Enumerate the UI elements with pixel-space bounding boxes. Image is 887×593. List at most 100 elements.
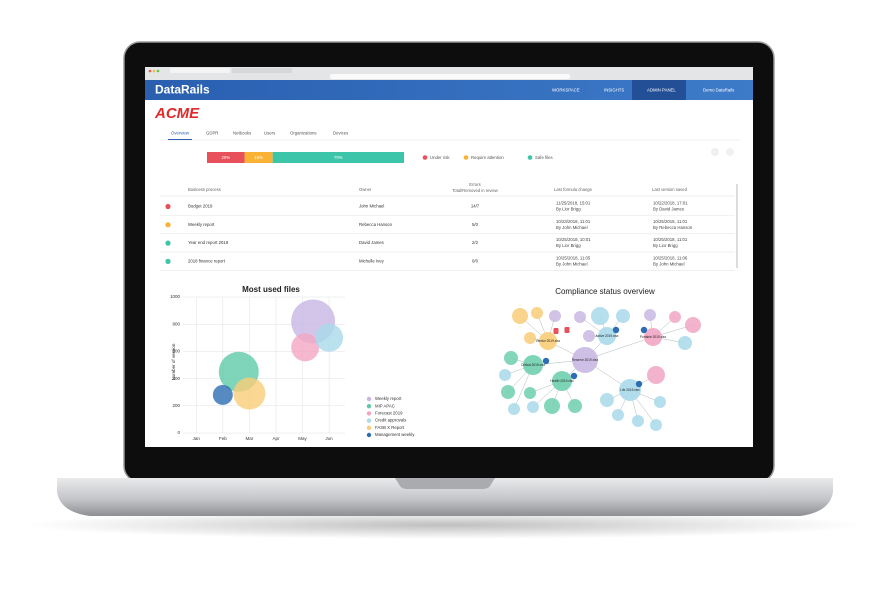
- hub-node[interactable]: [523, 355, 543, 375]
- formula-by: By John Michael: [556, 262, 588, 267]
- version-by: By David James: [653, 207, 684, 212]
- file-node[interactable]: [549, 310, 561, 322]
- file-node[interactable]: [527, 401, 539, 413]
- file-node[interactable]: [583, 330, 595, 342]
- owner: John Michael: [359, 204, 384, 209]
- shadow: [25, 511, 865, 539]
- tab[interactable]: Organizations: [290, 131, 317, 136]
- bubble: [212, 384, 233, 405]
- column-header: Errors: [469, 182, 480, 187]
- file-node[interactable]: [524, 332, 536, 344]
- owner: David James: [359, 240, 384, 245]
- legend-label: FASB X Report: [375, 425, 405, 430]
- version-date: 10/25/2018, 11:01: [653, 219, 688, 224]
- file-node[interactable]: [644, 309, 656, 321]
- app-header: [145, 80, 753, 100]
- file-node[interactable]: [654, 396, 666, 408]
- version-date: 10/22/2018, 17:01: [653, 201, 688, 206]
- file-node[interactable]: [591, 307, 609, 325]
- file-node[interactable]: [501, 385, 515, 399]
- formula-by: By John Michael: [556, 225, 588, 230]
- file-node[interactable]: [669, 311, 681, 323]
- hub-node[interactable]: [644, 328, 662, 346]
- legend-dot: [422, 155, 428, 160]
- hub-node[interactable]: [619, 379, 641, 401]
- nav-item[interactable]: ADMIN PANEL: [647, 88, 676, 93]
- legend-dot: [366, 396, 372, 402]
- risk-label: 20%: [221, 155, 230, 160]
- hub-node[interactable]: [552, 371, 572, 391]
- x-tick-label: Mar: [246, 436, 254, 441]
- file-node[interactable]: [600, 393, 614, 407]
- x-tick-label: Apr: [272, 436, 280, 441]
- version-by: By Rebecca Hanson: [653, 225, 693, 230]
- filter-button[interactable]: [726, 148, 734, 156]
- file-node[interactable]: [512, 308, 528, 324]
- nav-item[interactable]: WORKSPACE: [552, 88, 580, 93]
- risk-segment: [207, 152, 245, 163]
- hub-label: Critical 2019.xlsx: [521, 363, 545, 367]
- file-node[interactable]: [616, 309, 630, 323]
- hub-node[interactable]: [598, 327, 616, 345]
- y-tick-label: 200: [172, 403, 180, 408]
- browser-tab[interactable]: [232, 68, 292, 73]
- status-dot: [165, 240, 171, 246]
- tab[interactable]: GDPR: [206, 131, 218, 136]
- y-tick-label: 1000: [170, 294, 181, 299]
- diagram-title: Compliance status overview: [555, 287, 655, 296]
- laptop-base: [57, 478, 833, 516]
- file-node[interactable]: [524, 387, 536, 399]
- risk-label: 70%: [334, 155, 343, 160]
- status-badge: [640, 326, 648, 334]
- process[interactable]: Year end report 2019: [188, 240, 229, 245]
- file-node[interactable]: [531, 307, 543, 319]
- tab[interactable]: Devices: [333, 131, 348, 136]
- hub-node[interactable]: [572, 347, 598, 373]
- column-header: Owner: [359, 187, 372, 192]
- window-button[interactable]: [156, 69, 160, 73]
- hub-node[interactable]: [539, 332, 557, 350]
- file-node[interactable]: [499, 369, 511, 381]
- bubble: [233, 377, 266, 410]
- file-node[interactable]: [685, 317, 701, 333]
- tab[interactable]: Users: [264, 131, 275, 136]
- search-button[interactable]: [711, 148, 719, 156]
- legend-label: Weekly report: [375, 396, 402, 401]
- legend-dot: [463, 155, 469, 160]
- file-node[interactable]: [650, 419, 662, 431]
- user-menu[interactable]: Demo DataRails: [703, 88, 734, 93]
- file-node[interactable]: [632, 415, 644, 427]
- browser-tab[interactable]: [170, 68, 230, 73]
- y-tick-label: 800: [172, 321, 180, 326]
- file-node[interactable]: [568, 399, 582, 413]
- legend-label: Forecast 2019: [375, 411, 403, 416]
- file-node[interactable]: [612, 409, 624, 421]
- legend-label: MIP APAC: [375, 403, 395, 408]
- errors: 0/0: [472, 259, 479, 264]
- x-tick-label: May: [298, 436, 307, 441]
- file-node[interactable]: [574, 311, 586, 323]
- process[interactable]: Weekly report: [188, 222, 215, 227]
- process[interactable]: Budget 2019: [188, 204, 213, 209]
- legend-label: Under risk: [430, 155, 450, 160]
- column-header: Last version saved: [652, 187, 688, 192]
- alert-badge: [564, 327, 570, 333]
- window-button[interactable]: [152, 69, 156, 73]
- formula-date: 10/23/2018, 11:01: [556, 219, 591, 224]
- file-node[interactable]: [647, 366, 665, 384]
- errors: 2/2: [472, 240, 479, 245]
- process[interactable]: 2018 finance report: [188, 259, 226, 264]
- nav-item[interactable]: INSIGHTS: [604, 88, 624, 93]
- logo[interactable]: DataRails: [155, 83, 210, 97]
- file-node[interactable]: [678, 336, 692, 350]
- file-node[interactable]: [544, 398, 560, 414]
- address-bar[interactable]: [330, 74, 570, 79]
- tab[interactable]: Netbooks: [233, 131, 251, 136]
- window-button[interactable]: [148, 69, 152, 73]
- file-node[interactable]: [504, 351, 518, 365]
- owner: Rebecca Hanson: [359, 222, 393, 227]
- tab[interactable]: Overview: [171, 131, 190, 136]
- active-nav: [632, 80, 686, 100]
- file-node[interactable]: [508, 403, 520, 415]
- alert-badge: [553, 328, 559, 334]
